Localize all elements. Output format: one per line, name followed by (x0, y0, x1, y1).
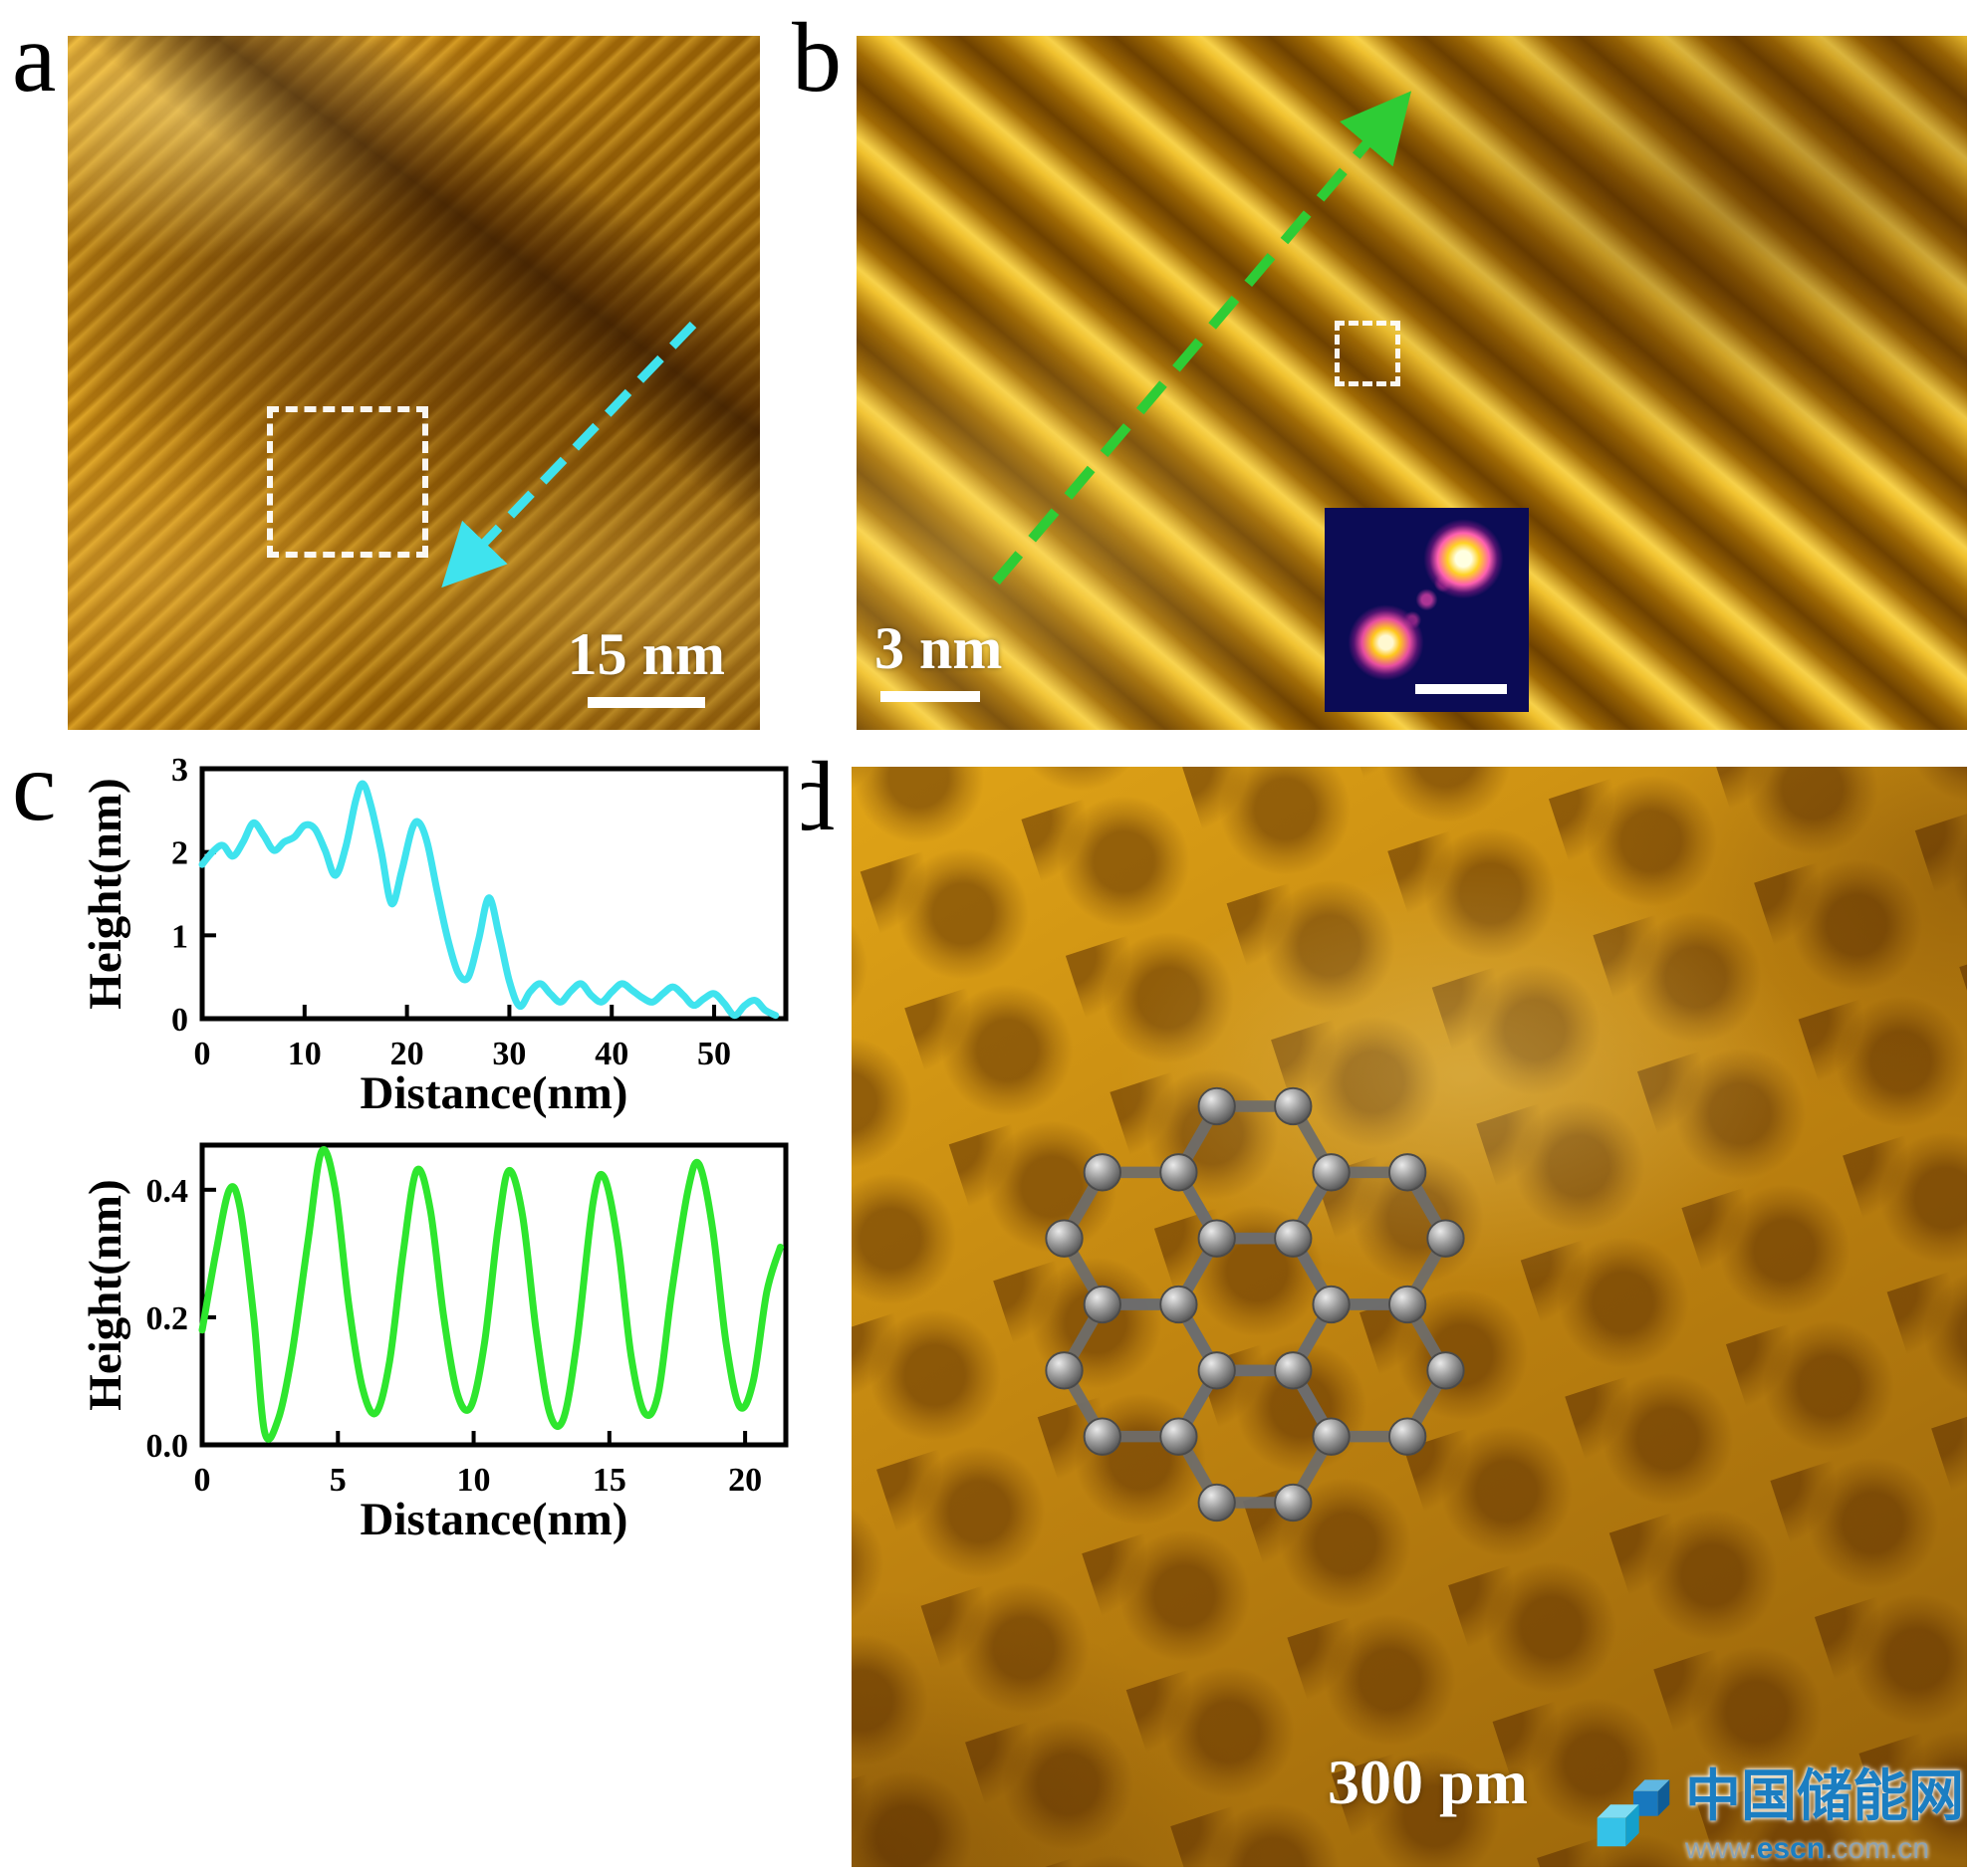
svg-text:Distance(nm): Distance(nm) (361, 1494, 628, 1545)
periodic-profile-svg: 0 5 10 15 20 0.0 0.2 0.4 Distance(nm) Height(nm) (80, 1142, 789, 1545)
graphene-lattice-overlay (1045, 1086, 1465, 1523)
cyan-profile-arrow (441, 321, 697, 588)
green-arrow-line (992, 91, 1412, 586)
svg-text:0: 0 (171, 1002, 188, 1039)
url-prefix: www. (1685, 1832, 1757, 1865)
fft-inset (1325, 508, 1529, 712)
scale-bar-a: 15 nm (568, 620, 725, 708)
url-domain: escn (1756, 1832, 1826, 1865)
panel-label-a: a (12, 2, 57, 113)
svg-text:50: 50 (697, 1036, 731, 1072)
svg-text:20: 20 (390, 1036, 424, 1072)
svg-text:2: 2 (171, 835, 188, 872)
panel-d-atomic-stm-image: 300 pm (852, 767, 1967, 1867)
cyan-arrow-line (441, 321, 697, 588)
svg-text:0: 0 (194, 1462, 211, 1499)
svg-text:Distance(nm): Distance(nm) (361, 1067, 628, 1119)
height-profile-periodic-chart: 0 5 10 15 20 0.0 0.2 0.4 Distance(nm) Height(nm) (80, 1133, 802, 1561)
svg-text:0: 0 (194, 1036, 211, 1072)
svg-text:10: 10 (288, 1036, 322, 1072)
svg-text:Height(nm): Height(nm) (85, 778, 131, 1009)
green-profile-arrow (992, 91, 1412, 586)
svg-text:0.0: 0.0 (146, 1428, 189, 1465)
svg-text:20: 20 (728, 1462, 762, 1499)
url-suffix: .com.cn (1825, 1832, 1930, 1865)
roi-dashed-square-small (1335, 321, 1400, 386)
panel-label-b: b (792, 2, 842, 113)
watermark: 中国储能网 www.escn.com.cn (1590, 1752, 1964, 1866)
svg-text:0.4: 0.4 (146, 1173, 189, 1210)
svg-text:15: 15 (593, 1462, 626, 1499)
panel-a-stm-image: 15 nm (68, 36, 760, 730)
panel-label-c: c (12, 731, 57, 841)
svg-text:0.2: 0.2 (146, 1300, 189, 1337)
scale-label-300pm: 300 pm (1328, 1747, 1528, 1817)
escn-logo-icon (1597, 1778, 1670, 1846)
step-profile-svg: 0 10 20 30 40 50 0 1 2 3 Distance(nm) Height(nm) (80, 752, 789, 1119)
roi-dashed-square (267, 406, 428, 558)
svg-text:5: 5 (330, 1462, 347, 1499)
svg-text:1: 1 (171, 918, 188, 955)
height-profile-step-chart: 0 10 20 30 40 50 0 1 2 3 Distance(nm) Height(nm) (80, 752, 802, 1135)
svg-text:Height(nm): Height(nm) (85, 1179, 131, 1410)
scale-bar-a-line (587, 697, 705, 708)
panel-b-stm-image: 3 nm (857, 36, 1967, 730)
scale-bar-b-line (880, 691, 980, 702)
svg-text:3: 3 (171, 757, 188, 789)
svg-text:30: 30 (492, 1036, 526, 1072)
watermark-site-name: 中国储能网 (1685, 1764, 1964, 1827)
watermark-site-url: www.escn.com.cn (1685, 1832, 1964, 1866)
scale-bar-b-label: 3 nm (874, 615, 1003, 681)
watermark-text: 中国储能网 www.escn.com.cn (1685, 1752, 1964, 1866)
fft-inset-scale-bar (1415, 684, 1507, 694)
scale-bar-a-label: 15 nm (567, 621, 725, 687)
svg-text:40: 40 (595, 1036, 628, 1072)
svg-text:10: 10 (457, 1462, 491, 1499)
scale-bar-b: 3 nm (874, 614, 1002, 702)
